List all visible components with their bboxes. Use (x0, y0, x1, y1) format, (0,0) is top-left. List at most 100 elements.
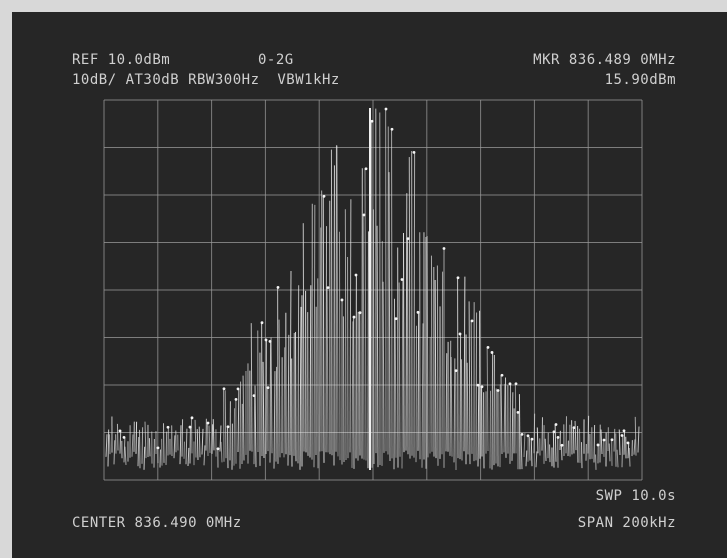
trace-segment (544, 438, 547, 462)
reference-level: REF 10.0dBm (72, 52, 170, 68)
trace-dot (442, 247, 446, 250)
band: 0-2G (258, 52, 294, 68)
trace-segment (187, 447, 190, 466)
trace-segment (278, 319, 281, 458)
trace-dot (352, 315, 356, 319)
trace-segment (237, 388, 240, 453)
trace-segment (535, 451, 538, 468)
trace-segment (313, 204, 316, 468)
trace-segment (322, 196, 325, 463)
trace-segment (211, 424, 214, 454)
trace-segment (453, 358, 456, 463)
trace-dot (400, 278, 404, 281)
trace-dot (500, 373, 504, 377)
trace-segment (123, 437, 126, 463)
marker-frequency: MKR 836.489 0MHz (533, 52, 676, 68)
trace-segment (460, 359, 463, 461)
trace-segment (382, 281, 385, 453)
trace-segment (233, 408, 236, 466)
trace-dot (456, 276, 460, 280)
trace-segment (376, 225, 379, 468)
trace-segment (468, 301, 471, 465)
trace-segment (491, 352, 494, 470)
trace-dot (556, 436, 560, 439)
trace-segment (219, 425, 222, 452)
trace-dot (188, 425, 192, 429)
span: SPAN 200kHz (578, 515, 676, 531)
trace-segment (270, 337, 273, 454)
trace-segment (338, 231, 341, 461)
trace-segment (477, 385, 480, 467)
trace-segment (530, 439, 533, 467)
trace-segment (459, 333, 462, 460)
trace-segment (533, 413, 536, 454)
trace-dot (626, 441, 630, 445)
trace-dot (470, 319, 474, 323)
trace-segment (525, 450, 528, 467)
trace-segment (173, 435, 176, 459)
trace-dot (264, 338, 268, 342)
trace-dot (390, 127, 394, 131)
trace-segment (253, 395, 256, 465)
trace-segment (634, 416, 637, 456)
trace-segment (148, 438, 151, 457)
trace-segment (198, 426, 201, 458)
trace-segment (336, 145, 339, 457)
trace-segment (342, 316, 345, 463)
trace-segment (587, 415, 590, 454)
trace-dot (222, 387, 226, 391)
trace-segment (405, 193, 408, 451)
trace-dot (572, 426, 576, 430)
trace-segment (179, 425, 182, 465)
center-frequency: CENTER 836.490 0MHz (72, 515, 242, 531)
trace-segment (511, 392, 514, 461)
trace-segment (135, 421, 138, 454)
trace-segment (503, 383, 506, 453)
trace-segment (190, 417, 193, 454)
trace-segment (628, 447, 631, 467)
trace-dot (118, 429, 122, 433)
trace-dot (476, 383, 480, 387)
sweep-time: SWP 10.0s (596, 488, 676, 504)
trace-segment (434, 279, 437, 459)
trace-dot (490, 351, 494, 354)
trace-segment (208, 425, 211, 453)
trace-dot (520, 433, 524, 436)
trace-segment (137, 436, 140, 467)
trace-segment (633, 439, 636, 455)
trace-dot (486, 346, 490, 349)
trace-segment (372, 209, 375, 465)
trace-dot (554, 423, 558, 426)
trace-dot (190, 416, 194, 420)
trace-dot (326, 286, 330, 290)
trace-segment (105, 434, 108, 457)
trace-segment (344, 209, 347, 460)
trace-segment (165, 431, 168, 465)
trace-segment (486, 347, 489, 452)
trace-dot (526, 434, 530, 438)
trace-segment (131, 434, 134, 457)
trace-segment (388, 172, 391, 461)
trace-dot (354, 273, 358, 277)
trace-dot (394, 317, 398, 321)
trace-dot (234, 397, 238, 401)
trace-segment (141, 427, 144, 464)
trace-segment (364, 168, 367, 461)
trace-dot (206, 421, 210, 425)
trace-dot (508, 382, 512, 386)
trace-segment (413, 152, 416, 458)
trace-dot (236, 387, 240, 391)
trace-segment (185, 428, 188, 465)
trace-dot (340, 298, 344, 302)
trace-segment (309, 285, 312, 458)
trace-segment (520, 434, 523, 470)
trace-segment (518, 394, 521, 470)
trace-dot (622, 429, 626, 433)
settings: 10dB/ AT30dB RBW300Hz VBW1kHz (72, 72, 340, 88)
trace-segment (637, 426, 640, 453)
trace-dot (370, 119, 374, 123)
trace-segment (349, 199, 352, 453)
trace-segment (124, 446, 127, 465)
